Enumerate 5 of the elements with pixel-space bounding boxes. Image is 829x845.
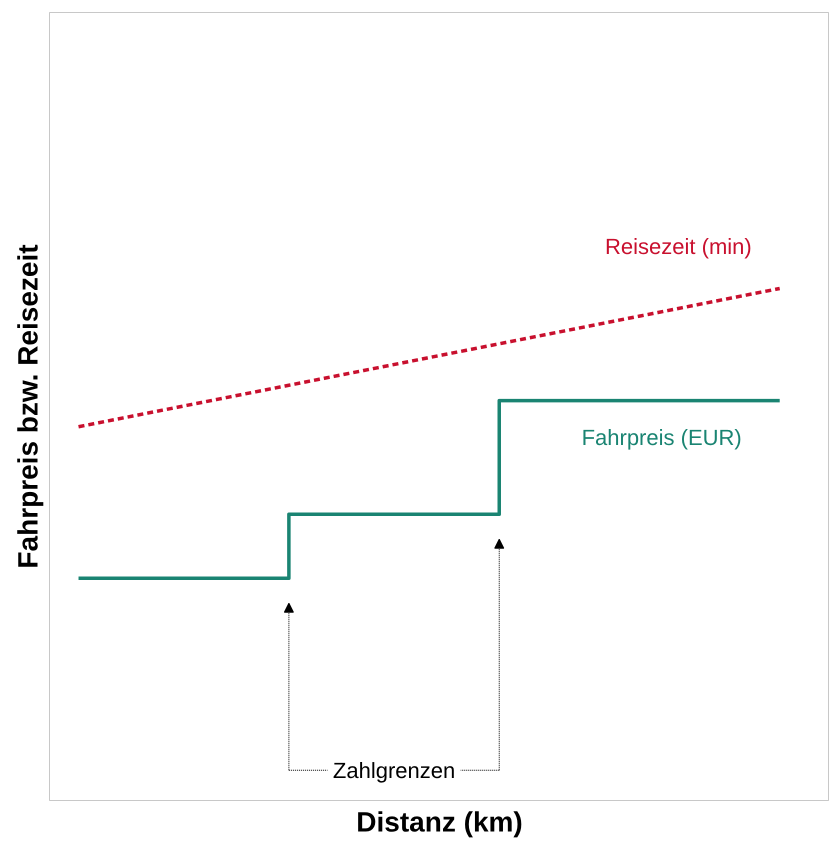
series-label: Reisezeit (min) — [605, 234, 752, 259]
series-label: Fahrpreis (EUR) — [582, 425, 742, 450]
x-axis-title: Distanz (km) — [356, 806, 523, 838]
annotation: Zahlgrenzen — [332, 758, 456, 783]
y-axis-title: Fahrpreis bzw. Reisezeit — [12, 244, 44, 569]
